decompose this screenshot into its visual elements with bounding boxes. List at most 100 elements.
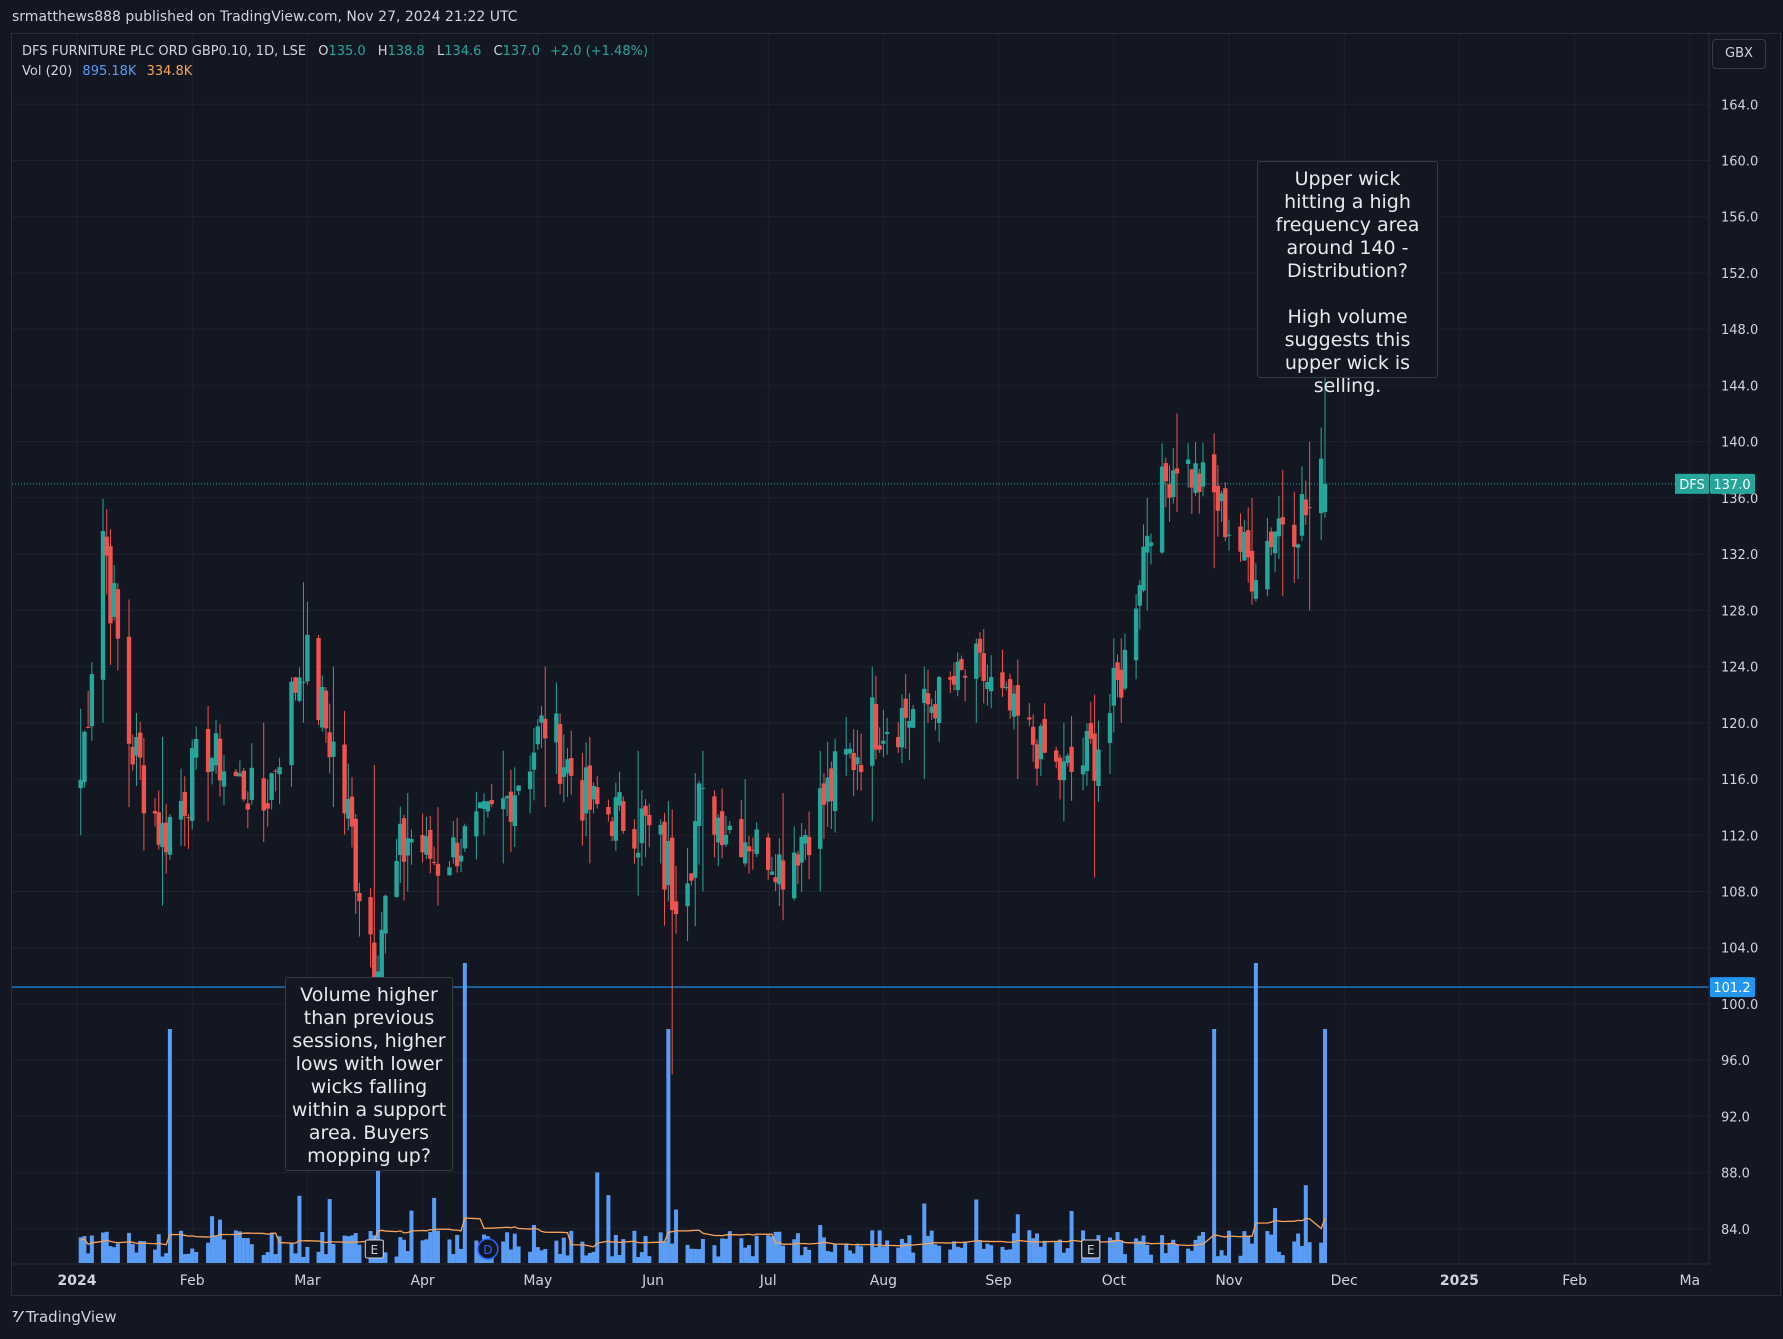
volume-bar [1269, 1234, 1274, 1263]
x-tick-label: Feb [1562, 1273, 1587, 1289]
low-value: 134.6 [444, 44, 482, 59]
candle-body [186, 817, 191, 819]
volume-annotation[interactable]: Volume higher than previous sessions, hi… [285, 977, 453, 1171]
volume-bar [925, 1235, 930, 1263]
volume-bar [179, 1230, 184, 1263]
volume-bar [565, 1255, 570, 1263]
candle-body [742, 842, 748, 864]
candle-body [1197, 473, 1202, 492]
volume-bar [1134, 1238, 1139, 1263]
candle-body [531, 752, 537, 770]
volume-bar [1223, 1255, 1228, 1263]
high-label: H [377, 44, 388, 59]
y-tick-label: 156.0 [1721, 211, 1758, 226]
y-tick-label: 112.0 [1721, 829, 1758, 844]
volume-bar [327, 1199, 332, 1263]
candle-body [543, 718, 548, 739]
candle-body [795, 854, 801, 866]
volume-bar [1042, 1240, 1047, 1263]
volume-bar [989, 1245, 994, 1263]
volume-bar [451, 1254, 456, 1263]
candle-body [458, 855, 464, 862]
y-tick-label: 160.0 [1721, 155, 1758, 170]
candle-body [792, 852, 797, 899]
candle-body [693, 821, 698, 878]
candle-body [249, 767, 254, 800]
candle-body [1054, 750, 1059, 762]
volume-bar [903, 1242, 908, 1263]
candle-body [1167, 484, 1172, 498]
volume-bar [792, 1239, 797, 1263]
candle-body [115, 589, 121, 639]
earnings-marker [1081, 1239, 1101, 1259]
y-tick-label: 120.0 [1721, 717, 1758, 732]
volume-bar [1265, 1231, 1270, 1263]
y-tick-label: 104.0 [1721, 942, 1758, 957]
candle-body [903, 698, 908, 718]
candle-body [884, 731, 890, 734]
candle-body [454, 842, 460, 867]
volume-bar [859, 1246, 864, 1263]
volume-bar [1035, 1233, 1039, 1263]
candle-body [1107, 712, 1113, 743]
volume-bar [357, 1244, 362, 1263]
open-label: O [318, 44, 329, 59]
volume-bar [911, 1252, 916, 1263]
volume-bar [432, 1197, 437, 1263]
volume-bar [818, 1225, 823, 1263]
candle-body [504, 796, 510, 799]
volume-bar [825, 1250, 830, 1263]
candle-body [1299, 494, 1305, 536]
volume-bar [1174, 1244, 1179, 1263]
volume-bar [1141, 1235, 1146, 1263]
volume-bar [462, 963, 467, 1263]
candle-body [379, 929, 384, 983]
volume-bar [873, 1247, 878, 1263]
candle-body [205, 728, 211, 773]
volume-bar [636, 1256, 641, 1263]
chart-frame[interactable] [11, 33, 1781, 1296]
publish-header: srmatthews888 published on TradingView.c… [0, 0, 1783, 34]
support-tag-label: 101.2 [1713, 981, 1750, 996]
volume-bar [331, 1244, 336, 1263]
candle-body [1215, 485, 1221, 511]
candle-body [662, 821, 667, 890]
volume-bar [535, 1247, 540, 1263]
candle-body [565, 759, 570, 774]
volume-bar [1160, 1235, 1165, 1263]
y-tick-label: 92.0 [1721, 1110, 1750, 1125]
currency-button[interactable]: GBX [1712, 39, 1766, 69]
volume-bar [1031, 1238, 1036, 1263]
volume-bar [206, 1242, 211, 1263]
candle-body [803, 835, 808, 844]
candle-body [104, 536, 109, 556]
x-tick-label: Apr [410, 1273, 434, 1289]
volume-bar [1273, 1207, 1278, 1263]
volume-bar [353, 1233, 358, 1263]
candle-body [485, 801, 491, 812]
candle-body [832, 751, 838, 812]
upper-wick-annotation[interactable]: Upper wick hitting a high frequency area… [1257, 161, 1438, 397]
volume-bar [245, 1238, 250, 1263]
candle-body [974, 643, 979, 679]
volume-bar [1084, 1256, 1089, 1263]
candle-body [962, 675, 968, 678]
volume-bar [610, 1256, 615, 1263]
volume-bar [1145, 1244, 1150, 1263]
candle-body [666, 840, 671, 886]
volume-bar [720, 1238, 725, 1263]
volume-bar [101, 1232, 106, 1263]
candle-body [435, 863, 441, 876]
volume-bars [78, 963, 1327, 1263]
volume-bar [1280, 1255, 1285, 1263]
candle-body [617, 792, 622, 806]
volume-bar [723, 1238, 728, 1263]
candle-body [1238, 526, 1243, 552]
tradingview-footer[interactable]: ⁷⁄ TradingView [12, 1308, 117, 1326]
candle-body [643, 805, 648, 816]
volume-bar [1186, 1248, 1191, 1263]
candle-body [1265, 540, 1270, 590]
volume-bar [877, 1230, 882, 1263]
volume-bar [1323, 1029, 1327, 1263]
